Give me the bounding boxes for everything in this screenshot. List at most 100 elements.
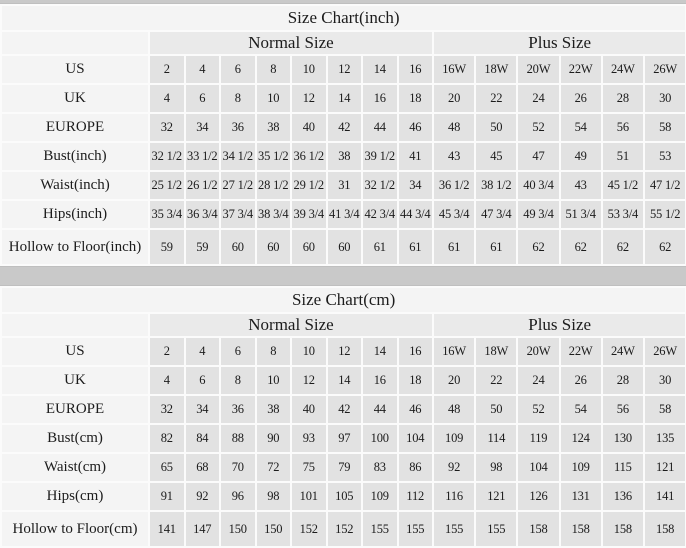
size-cell: 33 1/2	[183, 141, 221, 172]
size-cell: 2	[148, 54, 186, 85]
size-cell: 60	[290, 228, 328, 266]
size-cell: 114	[474, 423, 519, 454]
table-row: UK 4 6 8 10 12 14 16 18 20 22 24 26 28 30	[0, 83, 686, 114]
size-cell: 60	[219, 228, 257, 266]
size-cell: 109	[361, 481, 399, 512]
table-row: US 2 4 6 8 10 12 14 16 16W 18W 20W 22W 24W 26W	[0, 336, 686, 367]
size-cell: 141	[148, 510, 186, 548]
size-cell: 96	[219, 481, 257, 512]
size-cell: 26	[558, 83, 603, 114]
table-row: UK 4 6 8 10 12 14 16 18 20 22 24 26 28 30	[0, 365, 686, 396]
size-cell: 20W	[516, 54, 561, 85]
size-cell: 36 3/4	[183, 199, 221, 230]
size-cell: 82	[148, 423, 186, 454]
size-cell: 46	[396, 112, 434, 143]
size-cell: 26 1/2	[183, 170, 221, 201]
size-cell: 109	[558, 452, 603, 483]
row-label: UK	[0, 365, 150, 396]
size-cell: 93	[290, 423, 328, 454]
size-cell: 16	[361, 365, 399, 396]
size-cell: 152	[325, 510, 363, 548]
size-cell: 10	[254, 365, 292, 396]
table-row: Waist(inch) 25 1/2 26 1/2 27 1/2 28 1/2 29 1/…	[0, 170, 686, 201]
table-row: EUROPE 32 34 36 38 40 42 44 46 48 50 52 54 56 58	[0, 112, 686, 143]
size-cell: 14	[361, 336, 399, 367]
size-cell: 24	[516, 365, 561, 396]
size-cell: 135	[642, 423, 686, 454]
size-cell: 40 3/4	[516, 170, 561, 201]
size-cell: 50	[474, 112, 519, 143]
size-cell: 16	[396, 54, 434, 85]
size-cell: 155	[361, 510, 399, 548]
size-cell: 115	[600, 452, 645, 483]
size-cell: 20	[431, 83, 477, 114]
size-cell: 16W	[431, 336, 477, 367]
size-cell: 92	[431, 452, 477, 483]
size-cell: 70	[219, 452, 257, 483]
size-cell: 16W	[431, 54, 477, 85]
size-cell: 20W	[516, 336, 561, 367]
size-cell: 34 1/2	[219, 141, 257, 172]
size-cell: 10	[290, 336, 328, 367]
title-row: Size Chart(cm)	[0, 286, 686, 314]
size-cell: 6	[183, 83, 221, 114]
normal-size-header: Normal Size	[148, 30, 434, 56]
size-cell: 39 1/2	[361, 141, 399, 172]
size-cell: 61	[431, 228, 477, 266]
size-cell: 52	[516, 112, 561, 143]
size-cell: 31	[325, 170, 363, 201]
size-cell: 48	[431, 394, 477, 425]
size-cell: 104	[516, 452, 561, 483]
size-cell: 121	[474, 481, 519, 512]
size-cell: 6	[219, 54, 257, 85]
size-cell: 98	[254, 481, 292, 512]
size-cell: 22	[474, 83, 519, 114]
size-cell: 53 3/4	[600, 199, 645, 230]
size-cell: 44	[361, 112, 399, 143]
row-label: Bust(inch)	[0, 141, 150, 172]
size-cell: 109	[431, 423, 477, 454]
size-cell: 52	[516, 394, 561, 425]
size-cell: 18W	[474, 54, 519, 85]
table-row: Hollow to Floor(inch) 59 59 60 60 60 60 61 61 61 6…	[0, 228, 686, 266]
size-cell: 30	[642, 365, 686, 396]
size-cell: 38	[254, 112, 292, 143]
size-cell: 42	[325, 112, 363, 143]
size-cell: 130	[600, 423, 645, 454]
size-cell: 28 1/2	[254, 170, 292, 201]
size-cell: 158	[516, 510, 561, 548]
size-cell: 36	[219, 112, 257, 143]
size-cell: 43	[431, 141, 477, 172]
size-cell: 42 3/4	[361, 199, 399, 230]
size-cell: 34	[183, 394, 221, 425]
size-cell: 104	[396, 423, 434, 454]
size-cell: 22W	[558, 54, 603, 85]
size-cell: 8	[219, 365, 257, 396]
size-cell: 32	[148, 394, 186, 425]
size-cell: 158	[558, 510, 603, 548]
size-cell: 35 3/4	[148, 199, 186, 230]
size-chart-cm: Size Chart(cm) Normal Size Plus Size US 2…	[0, 285, 686, 548]
table-row: Hips(inch) 35 3/4 36 3/4 37 3/4 38 3/4 39 3/4…	[0, 199, 686, 230]
size-cell: 126	[516, 481, 561, 512]
size-cell: 26W	[642, 54, 686, 85]
size-cell: 150	[254, 510, 292, 548]
size-cell: 34	[396, 170, 434, 201]
size-cell: 97	[325, 423, 363, 454]
size-cell: 53	[642, 141, 686, 172]
size-cell: 121	[642, 452, 686, 483]
size-cell: 42	[325, 394, 363, 425]
size-cell: 51 3/4	[558, 199, 603, 230]
size-cell: 155	[474, 510, 519, 548]
size-cell: 38 3/4	[254, 199, 292, 230]
size-cell: 30	[642, 83, 686, 114]
size-cell: 112	[396, 481, 434, 512]
table-title: Size Chart(inch)	[0, 4, 686, 32]
size-cell: 25 1/2	[148, 170, 186, 201]
size-cell: 98	[474, 452, 519, 483]
size-cell: 12	[325, 54, 363, 85]
size-cell: 8	[254, 54, 292, 85]
size-cell: 38 1/2	[474, 170, 519, 201]
size-cell: 22W	[558, 336, 603, 367]
